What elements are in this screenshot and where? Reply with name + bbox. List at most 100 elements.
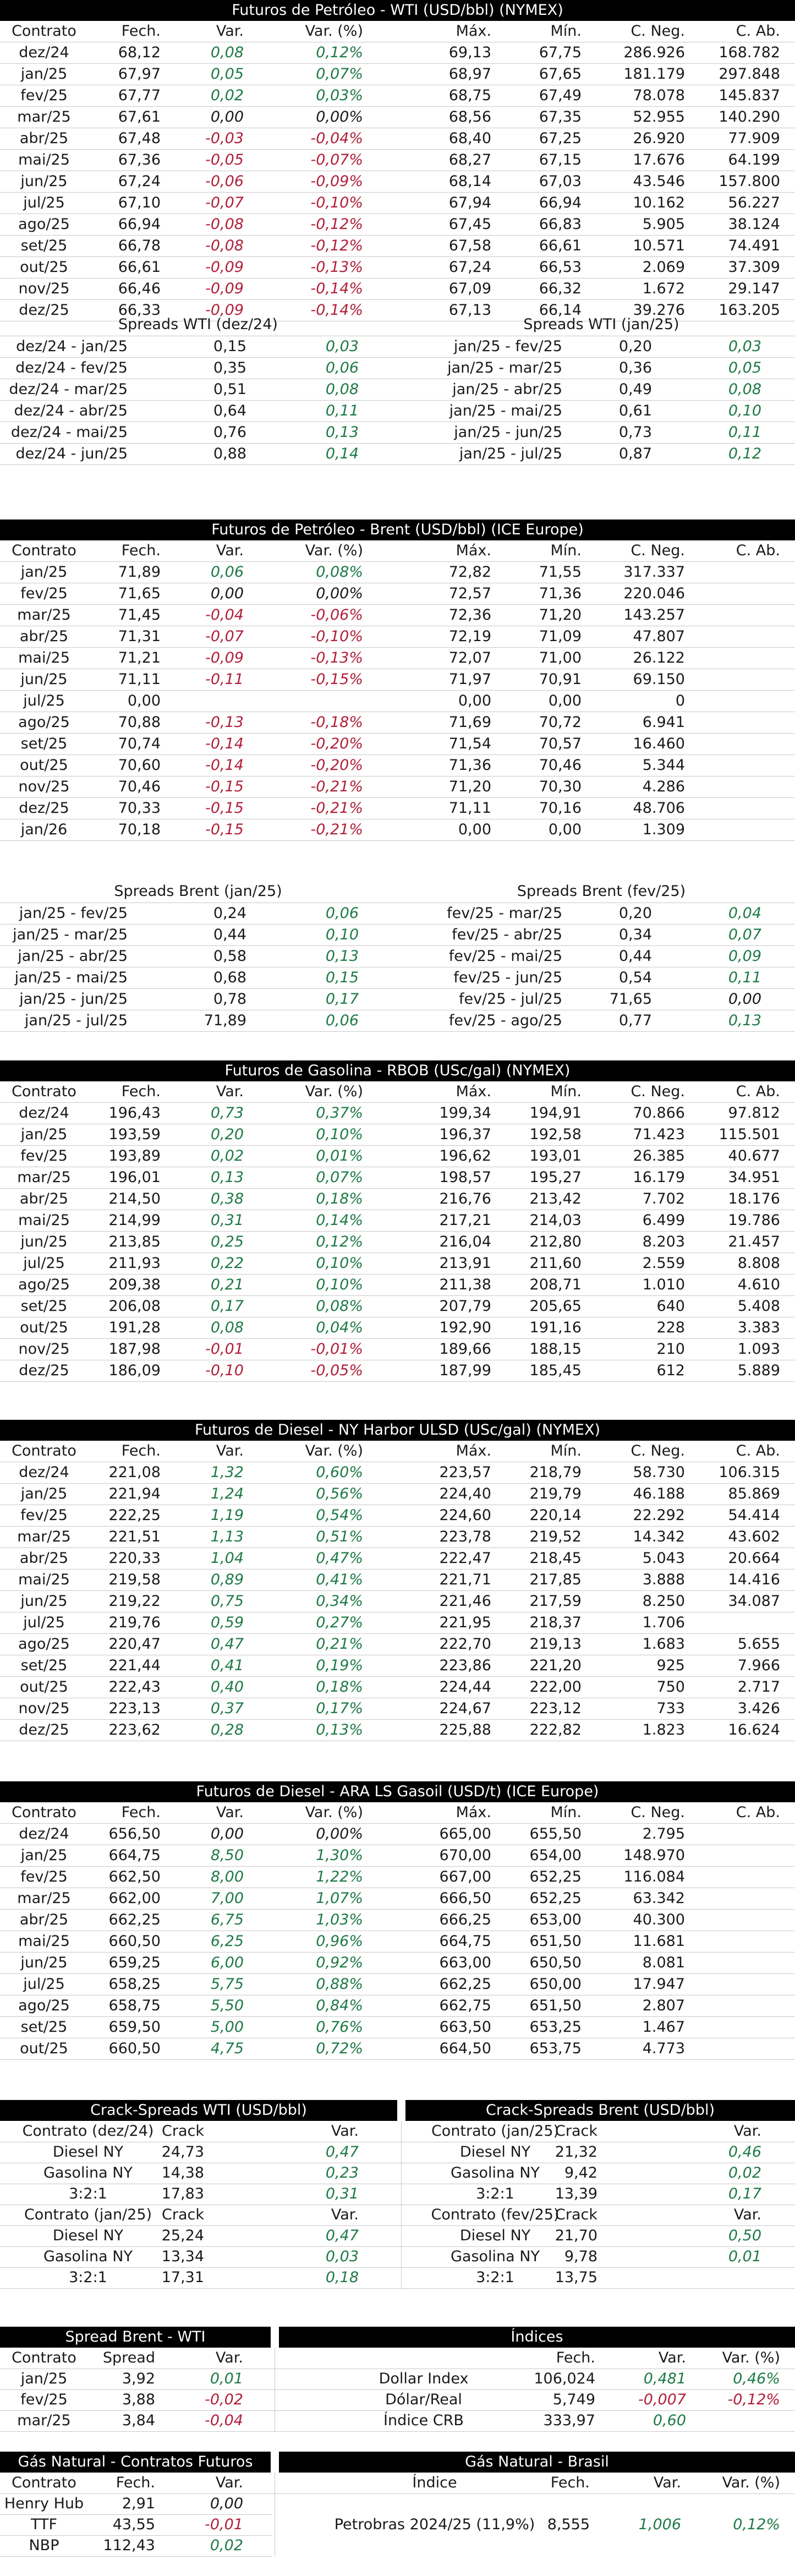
table-cell: -0,06 [205,173,244,190]
table-cell: 115.501 [719,1126,780,1143]
column-header: Crack [162,2206,204,2223]
table-row: out/25 660,50 4,75 0,72% 664,50 653,75 4.773 [0,2038,795,2060]
table-row: jun/25 659,25 6,00 0,92% 663,00 650,50 8.081 [0,1952,795,1974]
table-cell: 16.460 [633,735,685,752]
table-row: set/25 221,44 0,41 0,19% 223,86 221,20 925 7.96… [0,1655,795,1677]
table-cell: 663,00 [439,1954,491,1971]
table-cell: 0,61 [618,402,652,419]
table-cell: 70,33 [118,800,161,817]
table-cell: 2,91 [122,2495,155,2512]
column-header: Var. [215,2474,243,2491]
table-row: out/25 70,60 -0,14 -0,20% 71,36 70,46 5.344 [0,755,795,776]
table-row: jan/25 - jul/25 71,89 0,06 fev/25 - ago/25 0… [0,1010,795,1032]
table-cell: 2.795 [642,1825,685,1842]
table-cell: 29.147 [728,280,780,297]
table-cell: -0,08 [205,237,244,254]
table-cell: 8.203 [642,1233,685,1250]
table-row: Diesel NY 25,24 0,47 Diesel NY 21,70 0,50 [0,2225,795,2247]
column-header: Mín. [550,1804,582,1821]
table-cell: 11.681 [633,1933,685,1950]
table-cell: Diesel NY [459,2227,531,2244]
table-cell: dez/24 - mar/25 [9,381,128,398]
column-headers: Contrato Spread Var. Fech. Var. Var. (%) [0,2348,795,2369]
table-cell: 0,02 [728,2164,761,2181]
table-cell: 0,08 [210,44,244,61]
table-cell: 24,73 [161,2143,204,2161]
table-cell: 116.084 [623,1868,685,1885]
table-row: jan/25 - abr/25 0,58 0,13 fev/25 - mai/25 0,… [0,946,795,967]
table-cell: fev/25 [20,1147,68,1164]
table-cell: 67,58 [448,237,491,254]
table-cell: 0,00 [210,108,244,125]
column-header: Crack [555,2123,597,2140]
column-header: C. Ab. [736,1804,780,1821]
table-cell: mar/25 [17,1169,71,1186]
table-cell: 71,45 [118,606,161,624]
table-cell: 221,46 [439,1593,491,1610]
spread-right-title: Spreads Brent (fev/25) [517,883,686,900]
table-cell: 0,12 [728,445,761,462]
table-cell: 1.823 [642,1721,685,1738]
table-cell: 317.337 [623,564,685,581]
table-cell: 662,75 [439,1997,491,2014]
table-cell: -0,15 [205,800,244,817]
table-row: out/25 191,28 0,08 0,04% 192,90 191,16 228 3.38… [0,1317,795,1339]
wti_spreads-table: Spreads WTI (dez/24) Spreads WTI (jan/25)… [0,314,795,465]
table-cell: 7.966 [737,1657,780,1674]
table-cell: 17,31 [161,2269,204,2286]
table-cell: 0,00 [210,585,244,602]
table-cell: 13,75 [555,2269,597,2286]
table-cell: -0,07 [205,194,244,211]
table-row: dez/24 - mai/25 0,76 0,13 jan/25 - jun/25 0,… [0,422,795,444]
table-cell: 0,37% [316,1104,363,1122]
table-cell: 38.124 [728,216,780,233]
column-header: C. Neg. [630,1442,685,1459]
table-cell: 70,88 [118,714,161,731]
table-row: Gasolina NY 13,34 0,03 Gasolina NY 9,78 0,01 [0,2246,795,2268]
table-cell: -0,007 [638,2391,686,2408]
crack-block-header: Contrato (jan/25) Crack Var. Contrato (fev/… [0,2205,795,2226]
table-cell: 0,20 [618,338,652,355]
table-cell: nov/25 [18,1341,70,1358]
table-cell: nov/25 [18,778,70,795]
table-cell: 0,07% [316,65,363,83]
table-cell: jan/25 - mar/25 [447,359,562,376]
table-cell: 217,21 [439,1212,491,1229]
gas-futures-title: Gás Natural - Contratos Futuros [0,2452,271,2473]
table-cell: 0,11 [325,402,359,419]
table-cell: 664,75 [439,1933,491,1950]
table-cell: 66,83 [539,216,582,233]
table-row: ago/25 66,94 -0,08 -0,12% 67,45 66,83 5.905 38.… [0,214,795,236]
table-cell: 0,50 [728,2227,761,2244]
table-cell: 1.467 [642,2019,685,2036]
table-cell: 112,43 [103,2537,155,2554]
table-cell: set/25 [20,1298,68,1315]
table-cell: 205,65 [529,1298,582,1315]
table-cell: 655,50 [529,1825,582,1842]
table-cell: 72,07 [448,649,491,666]
column-header: Contrato (dez/24) [22,2123,154,2140]
table-cell: Gasolina NY [43,2164,133,2181]
table-cell: 0,08% [316,1298,363,1315]
table-cell: -0,04 [205,2412,243,2429]
table-cell: 192,90 [439,1319,491,1336]
table-cell: jan/25 - fev/25 [19,905,128,922]
table-cell: 0,09 [728,948,761,965]
table-cell: 664,50 [439,2040,491,2057]
column-header: Máx. [456,1083,491,1100]
table-cell: 656,50 [108,1825,161,1842]
table-cell: 195,27 [529,1169,582,1186]
table-cell: dez/24 [19,44,69,61]
table-cell: 5,00 [210,2019,244,2036]
table-cell: 0,13 [325,424,359,441]
table-cell: 145.837 [719,87,780,104]
table-cell: -0,05 [205,151,244,168]
table-cell: 0,58 [213,948,246,965]
table-cell: 186,09 [108,1362,161,1379]
table-cell: 211,60 [529,1255,582,1272]
table-cell: 662,25 [108,1911,161,1928]
table-cell: 1.706 [642,1614,685,1631]
table-cell: jun/25 [20,1233,68,1250]
table-row: ago/25 70,88 -0,13 -0,18% 71,69 70,72 6.941 [0,712,795,734]
table-cell: jun/25 [20,1593,68,1610]
